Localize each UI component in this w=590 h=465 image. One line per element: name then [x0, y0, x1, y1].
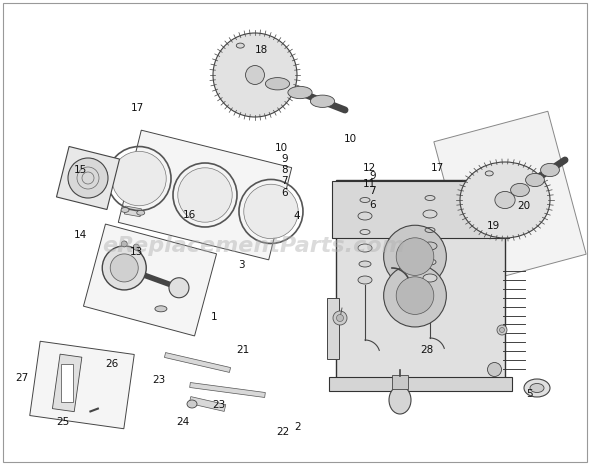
- Text: 9: 9: [369, 171, 376, 181]
- Text: 15: 15: [74, 165, 87, 175]
- Polygon shape: [119, 130, 291, 260]
- Ellipse shape: [121, 207, 129, 213]
- Text: 13: 13: [130, 247, 143, 257]
- Text: 22: 22: [276, 426, 289, 437]
- Ellipse shape: [244, 184, 298, 239]
- Ellipse shape: [360, 198, 370, 202]
- Circle shape: [497, 325, 507, 335]
- Text: 10: 10: [344, 134, 357, 145]
- Text: 2: 2: [294, 422, 300, 432]
- Text: 21: 21: [237, 345, 250, 355]
- Ellipse shape: [112, 151, 166, 206]
- Polygon shape: [57, 146, 120, 210]
- Polygon shape: [434, 111, 586, 285]
- Ellipse shape: [178, 168, 232, 222]
- Circle shape: [396, 277, 434, 314]
- Text: 6: 6: [369, 199, 376, 210]
- Ellipse shape: [266, 78, 290, 90]
- Polygon shape: [124, 206, 142, 217]
- Text: 6: 6: [281, 188, 288, 198]
- Text: 23: 23: [212, 399, 225, 410]
- Ellipse shape: [524, 379, 550, 397]
- Ellipse shape: [485, 171, 493, 176]
- Circle shape: [110, 254, 138, 282]
- Ellipse shape: [423, 274, 437, 282]
- FancyBboxPatch shape: [326, 298, 339, 359]
- Ellipse shape: [540, 163, 559, 177]
- Ellipse shape: [155, 306, 167, 312]
- Circle shape: [384, 264, 447, 327]
- Ellipse shape: [530, 384, 544, 392]
- Circle shape: [122, 241, 127, 247]
- Polygon shape: [30, 341, 135, 429]
- Text: 5: 5: [526, 389, 533, 399]
- Ellipse shape: [310, 95, 335, 107]
- Ellipse shape: [137, 210, 145, 215]
- Ellipse shape: [187, 400, 197, 408]
- Ellipse shape: [213, 33, 297, 117]
- Text: 14: 14: [74, 230, 87, 240]
- Text: 4: 4: [293, 211, 300, 221]
- FancyBboxPatch shape: [336, 180, 504, 379]
- Text: 23: 23: [152, 375, 165, 385]
- Text: 26: 26: [105, 359, 118, 369]
- Text: 8: 8: [281, 165, 288, 175]
- FancyBboxPatch shape: [61, 364, 73, 402]
- Ellipse shape: [358, 276, 372, 284]
- Polygon shape: [165, 352, 231, 372]
- Circle shape: [169, 278, 189, 298]
- Text: 10: 10: [275, 143, 288, 153]
- Ellipse shape: [424, 259, 436, 265]
- Text: 24: 24: [176, 417, 189, 427]
- Text: 28: 28: [420, 345, 433, 355]
- Polygon shape: [189, 383, 266, 398]
- Text: 17: 17: [431, 163, 444, 173]
- Ellipse shape: [288, 86, 312, 99]
- Circle shape: [102, 246, 146, 290]
- Text: 11: 11: [363, 179, 376, 189]
- Polygon shape: [53, 354, 82, 412]
- Text: 12: 12: [363, 163, 376, 173]
- Circle shape: [333, 311, 347, 325]
- Ellipse shape: [359, 261, 371, 267]
- Text: 20: 20: [517, 200, 530, 211]
- Text: 17: 17: [132, 103, 145, 113]
- Text: 9: 9: [281, 154, 288, 164]
- Text: 3: 3: [238, 260, 245, 270]
- Text: 7: 7: [369, 186, 376, 196]
- Ellipse shape: [526, 173, 545, 186]
- Ellipse shape: [245, 66, 264, 85]
- FancyBboxPatch shape: [329, 377, 512, 391]
- Ellipse shape: [237, 43, 244, 48]
- Ellipse shape: [389, 386, 411, 414]
- FancyBboxPatch shape: [392, 375, 408, 389]
- Circle shape: [487, 363, 502, 377]
- Circle shape: [500, 327, 504, 332]
- Ellipse shape: [510, 183, 529, 197]
- Circle shape: [384, 225, 447, 288]
- Circle shape: [68, 158, 108, 198]
- FancyBboxPatch shape: [332, 181, 509, 238]
- Polygon shape: [189, 397, 226, 412]
- Circle shape: [396, 238, 434, 275]
- Circle shape: [336, 314, 343, 321]
- Ellipse shape: [460, 162, 550, 238]
- Text: 25: 25: [57, 417, 70, 427]
- Ellipse shape: [425, 195, 435, 200]
- Polygon shape: [83, 224, 217, 336]
- Text: 16: 16: [183, 210, 196, 220]
- Text: 18: 18: [255, 45, 268, 55]
- Text: 1: 1: [211, 312, 217, 322]
- Ellipse shape: [495, 192, 515, 208]
- Text: 19: 19: [487, 220, 500, 231]
- Text: 7: 7: [281, 176, 288, 186]
- Text: 27: 27: [15, 372, 28, 383]
- Text: eReplacementParts.com: eReplacementParts.com: [102, 236, 405, 257]
- Circle shape: [133, 244, 139, 250]
